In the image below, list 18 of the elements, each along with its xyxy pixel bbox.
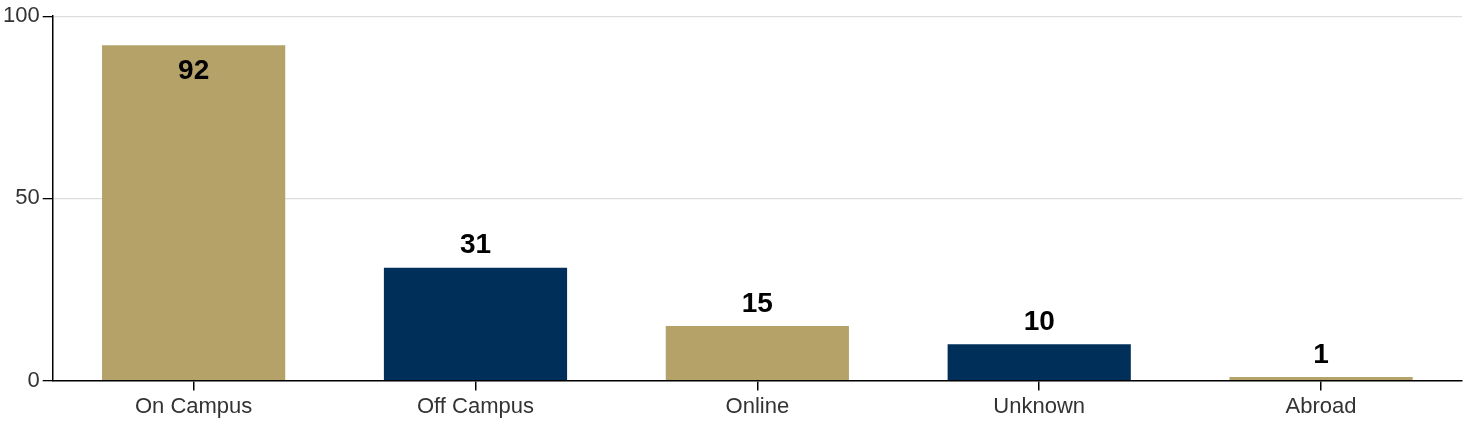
y-tick-label: 100	[2, 2, 40, 28]
x-tick-label: Off Campus	[417, 392, 534, 418]
x-tick-label: Unknown	[993, 392, 1086, 418]
y-tick-label: 0	[27, 366, 40, 392]
data-label: 15	[741, 286, 773, 318]
data-label: 10	[1023, 304, 1055, 336]
y-tick-label: 50	[15, 184, 40, 210]
data-label: 1	[1313, 337, 1329, 369]
bar	[665, 325, 849, 380]
data-label: 31	[459, 228, 492, 260]
bar	[947, 344, 1131, 380]
x-tick-label: Online	[725, 392, 790, 418]
x-tick-label: Abroad	[1285, 392, 1357, 418]
x-tick-label: On Campus	[134, 392, 253, 418]
bar	[383, 267, 568, 380]
data-label: 92	[178, 54, 210, 86]
bar	[1229, 376, 1413, 380]
bar	[102, 45, 286, 380]
